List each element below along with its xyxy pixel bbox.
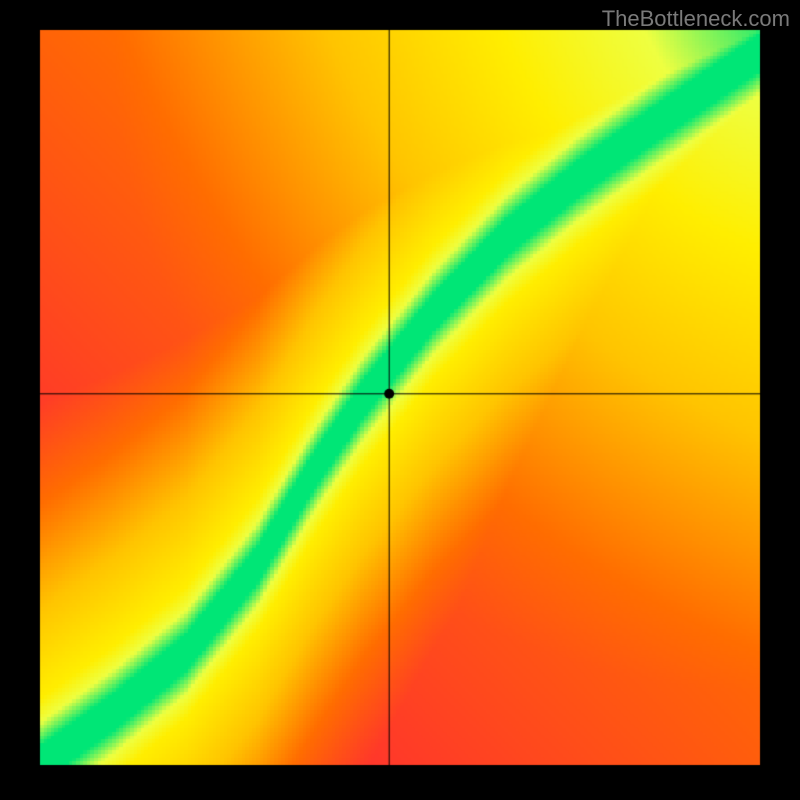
watermark-text: TheBottleneck.com <box>602 6 790 32</box>
chart-container: TheBottleneck.com <box>0 0 800 800</box>
bottleneck-heatmap <box>0 0 800 800</box>
